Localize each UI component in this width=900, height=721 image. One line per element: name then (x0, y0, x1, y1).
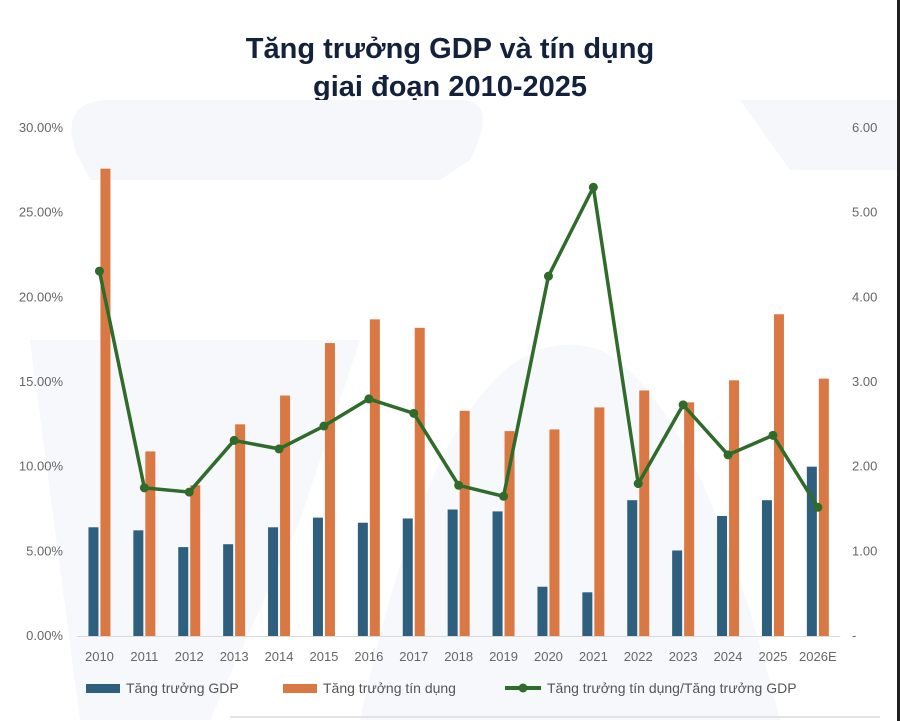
x-tick-label: 2011 (130, 649, 158, 664)
ratio-point (409, 408, 419, 418)
x-tick-label: 2016 (354, 649, 383, 664)
y-right-tick-label: 4.00 (852, 289, 877, 304)
bar-credit (280, 395, 291, 636)
bar-gdp (582, 592, 593, 636)
y-right-tick-label: 1.00 (852, 543, 877, 558)
bar-credit (235, 424, 246, 636)
x-tick-label: 2025 (758, 649, 787, 664)
bar-gdp (223, 544, 234, 636)
chart-title-line2: giai đoạn 2010-2025 (312, 71, 588, 103)
ratio-point (454, 480, 464, 490)
y-left-tick-label: 30.00% (19, 120, 64, 135)
ratio-point (588, 182, 598, 192)
y-right-tick-label: - (852, 628, 856, 643)
x-tick-label: 2014 (265, 649, 294, 664)
bar-gdp (312, 517, 323, 636)
y-right-tick-label: 2.00 (852, 459, 877, 474)
bar-credit (324, 343, 335, 636)
bar-gdp (761, 500, 772, 636)
ratio-point (94, 266, 104, 276)
watermark-shape (71, 100, 483, 180)
legend-credit: Tăng trưởng tín dụng (283, 680, 456, 696)
bar-gdp (447, 509, 458, 636)
legend-swatch-credit (283, 683, 317, 693)
bar-gdp (806, 466, 817, 636)
bar-credit (190, 485, 201, 636)
x-tick-label: 2010 (85, 649, 114, 664)
legend-label-gdp: Tăng trưởng GDP (126, 680, 239, 696)
bar-gdp (88, 527, 99, 636)
x-tick-label: 2013 (220, 649, 249, 664)
x-tick-label: 2018 (444, 649, 473, 664)
bar-gdp (178, 547, 189, 636)
x-tick-label: 2026E (799, 649, 837, 664)
x-tick-label: 2012 (175, 649, 204, 664)
ratio-point (768, 430, 778, 440)
legend-label-credit: Tăng trưởng tín dụng (323, 680, 456, 696)
bar-gdp (717, 515, 728, 636)
watermark-shape (740, 100, 900, 170)
x-tick-label: 2020 (534, 649, 563, 664)
bar-credit (773, 314, 784, 636)
bar-gdp (357, 522, 368, 636)
legend-gdp: Tăng trưởng GDP (86, 680, 239, 696)
y-left-tick-label: 5.00% (26, 543, 63, 558)
ratio-point (543, 271, 553, 281)
ratio-point (633, 479, 643, 489)
legend-ratio: Tăng trưởng tín dụng/Tăng trưởng GDP (505, 680, 797, 696)
y-left-tick-label: 25.00% (19, 205, 64, 220)
bar-credit (459, 410, 470, 636)
ratio-point (139, 483, 149, 493)
bar-credit (100, 168, 111, 636)
ratio-point (364, 394, 374, 404)
y-right-tick-label: 5.00 (852, 205, 877, 220)
x-tick-label: 2022 (624, 649, 653, 664)
x-tick-label: 2024 (714, 649, 743, 664)
bar-credit (639, 390, 650, 636)
ratio-point (678, 400, 688, 410)
legend-label-ratio: Tăng trưởng tín dụng/Tăng trưởng GDP (547, 680, 797, 696)
x-tick-label: 2019 (489, 649, 518, 664)
bar-gdp (492, 511, 503, 636)
bar-gdp (627, 500, 638, 636)
ratio-point (723, 450, 733, 460)
x-tick-label: 2023 (669, 649, 698, 664)
bar-credit (504, 431, 515, 636)
bar-credit (145, 451, 156, 636)
x-tick-label: 2015 (309, 649, 338, 664)
chart-title-line1: Tăng trưởng GDP và tín dụng (245, 33, 655, 65)
ratio-point (229, 435, 239, 445)
x-tick-label: 2021 (579, 649, 608, 664)
bar-credit (818, 378, 829, 636)
bar-credit (414, 327, 425, 636)
ratio-point (319, 421, 329, 431)
y-left-tick-label: 20.00% (19, 289, 64, 304)
bar-gdp (672, 550, 683, 636)
bar-gdp (133, 530, 144, 636)
legend-swatch-ratio (505, 683, 541, 693)
bar-gdp (268, 527, 279, 636)
y-left-tick-label: 0.00% (26, 628, 63, 643)
y-right-tick-label: 3.00 (852, 374, 877, 389)
legend-swatch-gdp (86, 683, 120, 693)
ratio-point (813, 502, 823, 512)
y-left-tick-label: 15.00% (19, 374, 64, 389)
y-right-tick-label: 6.00 (852, 120, 877, 135)
ratio-point (499, 491, 509, 501)
window-edge (897, 0, 900, 721)
bar-gdp (537, 586, 548, 636)
bar-credit (729, 380, 740, 636)
x-tick-label: 2017 (399, 649, 428, 664)
bar-gdp (402, 518, 413, 636)
bar-credit (369, 319, 380, 636)
bar-credit (684, 402, 695, 636)
bar-credit (549, 429, 560, 636)
y-left-tick-label: 10.00% (19, 459, 64, 474)
ratio-point (274, 444, 284, 454)
bar-credit (594, 407, 605, 636)
ratio-point (184, 487, 194, 497)
